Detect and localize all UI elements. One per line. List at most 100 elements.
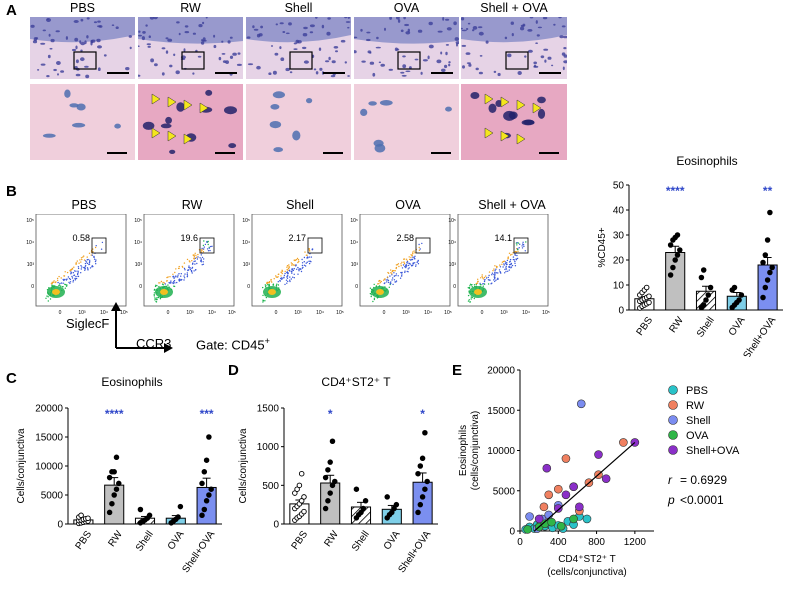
y-tick-label: 0 [57, 520, 63, 531]
flow-event-dot [505, 268, 508, 270]
nucleus [97, 25, 102, 28]
flow-event-dot [267, 284, 269, 286]
flow-x-tick-label: 10³ [78, 310, 86, 316]
data-point [667, 242, 674, 248]
scatter-point [553, 504, 563, 513]
flow-event-dot [392, 277, 394, 279]
flow-event-dot [514, 254, 516, 256]
stat-p-symbol: p [667, 493, 675, 507]
flow-event-dot [265, 284, 267, 286]
flow-event-dot [167, 284, 169, 286]
flow-event-dot [395, 274, 397, 277]
flow-event-dot [88, 261, 91, 264]
b-col-rw: RW [181, 198, 203, 212]
nucleus [347, 26, 350, 29]
flow-event-dot [514, 260, 516, 263]
flow-event-dot [469, 285, 471, 287]
flow-event-dot [373, 298, 376, 301]
nucleus [378, 61, 382, 64]
inset-box [397, 51, 421, 70]
nucleus [260, 25, 263, 29]
nucleus [417, 29, 423, 33]
nucleus [537, 108, 546, 119]
flow-gated-dot [516, 244, 518, 246]
nucleus [269, 121, 282, 129]
flow-event-dot [303, 264, 306, 266]
flow-event-dot [380, 280, 382, 283]
histology-highmag-drawing [138, 84, 243, 160]
nucleus [313, 68, 317, 71]
flow-event-dot [50, 283, 53, 285]
flow-y-tick-label: 10⁴ [134, 240, 142, 246]
nucleus [472, 29, 475, 32]
nucleus [466, 62, 471, 64]
flow-event-dot [81, 258, 83, 261]
flow-event-dot [296, 257, 299, 260]
flow-event-dot [262, 301, 264, 303]
flow-event-dot [154, 297, 156, 299]
nucleus [184, 25, 189, 28]
data-point [646, 293, 652, 299]
nucleus [91, 39, 96, 43]
data-point [201, 506, 208, 513]
flow-event-dot [76, 260, 78, 262]
nucleus [445, 44, 449, 46]
y-axis-label: Eosinophils [458, 425, 469, 476]
flow-event-dot [414, 262, 416, 264]
y-tick-label: 1000 [257, 442, 280, 453]
flow-event-dot [505, 262, 507, 265]
flow-event-dot [400, 265, 402, 267]
flow-event-dot [403, 263, 406, 265]
flow-event-dot [166, 280, 168, 282]
flow-event-dot [52, 281, 55, 283]
flow-event-dot [378, 283, 380, 285]
flow-event-dot [495, 265, 498, 268]
nucleus [533, 64, 537, 68]
flow-event-dot [508, 252, 511, 254]
flow-event-dot [470, 296, 472, 298]
nucleus [247, 63, 254, 66]
y-tick-label: 1500 [257, 404, 280, 415]
flow-event-dot [394, 270, 396, 272]
stat-r-symbol: r [668, 473, 673, 487]
flow-event-dot [286, 275, 289, 277]
flow-event-dot [410, 258, 412, 261]
flow-y-tick-label: 10⁵ [350, 218, 358, 224]
flow-event-dot [395, 273, 398, 275]
scatter-point [534, 514, 544, 524]
flow-event-dot [502, 260, 505, 263]
nucleus [493, 70, 497, 73]
scatter-point [569, 514, 578, 524]
flow-event-dot [400, 275, 403, 277]
flow-event-dot [412, 256, 414, 258]
nucleus [86, 35, 89, 39]
flow-event-dot [76, 273, 79, 276]
nucleus [436, 59, 442, 64]
nucleus [478, 26, 483, 29]
nucleus [523, 119, 535, 125]
data-point [700, 302, 707, 308]
flow-event-dot [383, 282, 385, 285]
y-tick-label: 500 [262, 481, 279, 492]
nucleus [396, 17, 400, 20]
flow-event-dot [286, 277, 289, 279]
flow-event-dot [488, 279, 490, 281]
flow-event-dot [305, 262, 307, 264]
flow-event-dot [153, 292, 156, 294]
flow-event-dot [308, 256, 310, 258]
flow-gated-dot [207, 243, 209, 246]
flow-event-dot [154, 285, 157, 288]
flow-event-dot [408, 267, 410, 269]
flow-event-dot [60, 285, 62, 287]
panel-label-d: D [228, 362, 239, 379]
flow-event-dot [166, 276, 168, 279]
nucleus [72, 122, 86, 128]
nucleus [221, 53, 226, 55]
flow-event-dot [504, 261, 507, 263]
flow-event-dot [481, 277, 484, 279]
b-col-shell-ova: Shell + OVA [478, 198, 546, 212]
x-tick-label: Shell [134, 529, 156, 554]
nucleus [161, 47, 166, 50]
nucleus [527, 49, 533, 53]
nucleus [252, 25, 255, 29]
